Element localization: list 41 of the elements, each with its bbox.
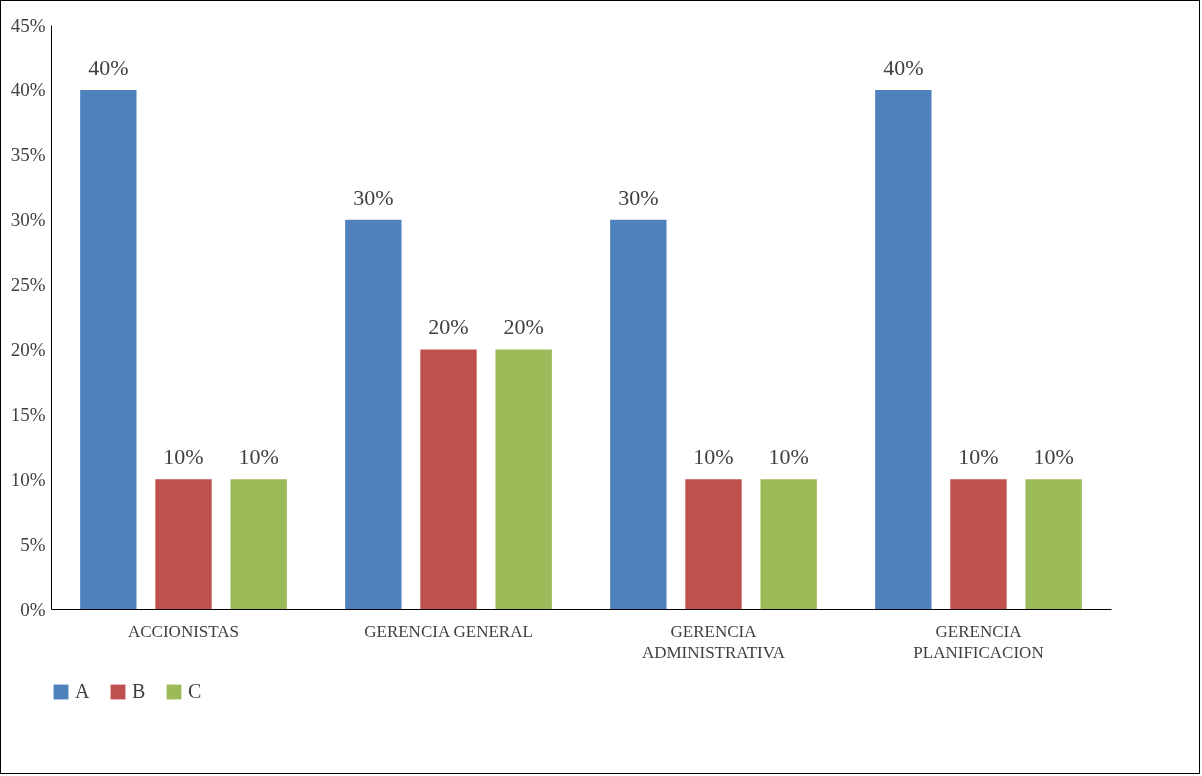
bar	[760, 479, 817, 609]
bar	[155, 479, 212, 609]
data-label: 10%	[238, 444, 279, 470]
data-label: 40%	[883, 54, 924, 80]
y-tick-label: 15%	[10, 403, 46, 425]
y-tick-label: 5%	[20, 533, 46, 555]
data-label: 10%	[768, 444, 809, 470]
data-label: 10%	[1033, 444, 1074, 470]
y-tick-label: 10%	[10, 468, 46, 490]
data-label: 10%	[163, 444, 204, 470]
data-label: 20%	[428, 314, 469, 340]
data-label: 30%	[353, 184, 394, 210]
y-tick-label: 45%	[10, 14, 46, 36]
y-tick-label: 0%	[20, 598, 46, 620]
x-tick-label: ACCIONISTAS	[127, 621, 240, 641]
bar	[1025, 479, 1082, 609]
data-label: 10%	[693, 444, 734, 470]
bar	[420, 349, 477, 609]
x-tick-label: GERENCIA GENERAL	[364, 621, 533, 641]
bar	[950, 479, 1007, 609]
bar	[610, 219, 667, 609]
y-tick-label: 25%	[10, 274, 46, 296]
data-label: 10%	[958, 444, 999, 470]
y-tick-label: 30%	[10, 209, 46, 231]
x-tick-label: GERENCIA PLANIFICACION	[913, 621, 1044, 662]
data-label: 30%	[618, 184, 659, 210]
bar	[80, 89, 137, 609]
y-tick-label: 40%	[10, 79, 46, 101]
legend-label: A	[75, 680, 90, 702]
x-tick-label: GERENCIA ADMINISTRATIVA	[641, 621, 786, 662]
data-label: 20%	[503, 314, 544, 340]
bar	[685, 479, 742, 609]
bar	[230, 479, 287, 609]
y-tick-label: 35%	[10, 144, 46, 166]
bar	[495, 349, 552, 609]
data-label: 40%	[88, 54, 129, 80]
legend-label: B	[132, 680, 146, 702]
legend-label: C	[188, 680, 202, 702]
bar	[875, 89, 932, 609]
bar	[345, 219, 402, 609]
y-tick-label: 20%	[10, 338, 46, 360]
